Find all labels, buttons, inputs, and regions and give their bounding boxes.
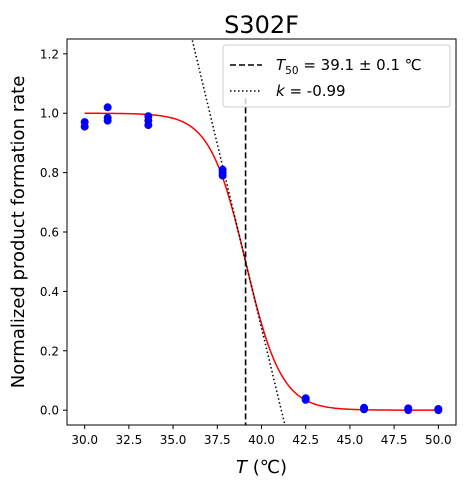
- x-tick-label: 40.0: [248, 433, 275, 447]
- data-point: [218, 165, 227, 174]
- y-tick-label: 0.2: [40, 344, 59, 358]
- data-point: [80, 118, 89, 127]
- y-tick-label: 0.4: [40, 285, 59, 299]
- data-point: [103, 113, 112, 122]
- slope-tangent-line: [191, 39, 286, 425]
- x-tick-label: 37.5: [204, 433, 231, 447]
- x-tick-label: 45.0: [337, 433, 364, 447]
- data-point: [144, 112, 153, 121]
- legend: T50 = 39.1 ± 0.1 ℃ k = -0.99: [222, 44, 451, 108]
- y-axis-ticks: 0.0 0.2 0.4 0.6 0.8 1.0 1.2: [40, 47, 67, 418]
- x-tick-label: 30.0: [71, 433, 98, 447]
- y-tick-label: 0.0: [40, 404, 59, 418]
- y-tick-label: 0.6: [40, 226, 59, 240]
- x-tick-label: 42.5: [292, 433, 319, 447]
- y-tick-label: 1.2: [40, 47, 59, 61]
- legend-box: [222, 44, 451, 108]
- x-tick-label: 35.0: [160, 433, 187, 447]
- data-point: [434, 404, 443, 413]
- data-point: [404, 404, 413, 413]
- x-tick-label: 32.5: [116, 433, 143, 447]
- data-point: [360, 403, 369, 412]
- sigmoid-fit-curve: [84, 112, 439, 411]
- chart-title: S302F: [224, 11, 299, 39]
- data-point: [103, 103, 112, 112]
- x-axis-label: T (℃): [236, 457, 287, 478]
- x-tick-label: 47.5: [381, 433, 408, 447]
- data-points: [80, 103, 443, 415]
- y-tick-label: 1.0: [40, 107, 59, 121]
- y-axis-label: Normalized product formation rate: [8, 76, 29, 389]
- x-tick-label: 50.0: [425, 433, 452, 447]
- data-point: [301, 394, 310, 403]
- x-axis-ticks: 30.0 32.5 35.0 37.5 40.0 42.5 45.0 47.5 50.0: [71, 425, 452, 447]
- legend-label: T50 = 39.1 ± 0.1 ℃: [276, 56, 422, 77]
- legend-label: k = -0.99: [276, 82, 346, 100]
- y-tick-label: 0.8: [40, 166, 59, 180]
